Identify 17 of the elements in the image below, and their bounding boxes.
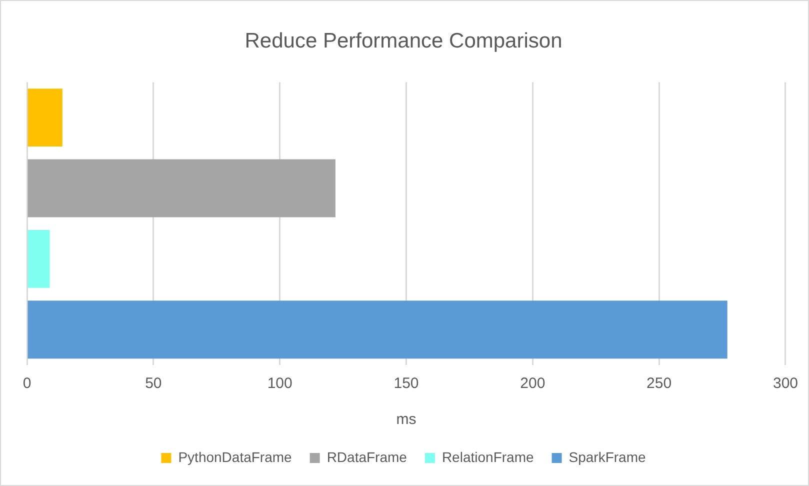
legend-label: SparkFrame — [568, 448, 646, 465]
x-tick-label: 100 — [267, 375, 292, 392]
bar — [28, 159, 336, 218]
x-tick-label: 250 — [646, 375, 672, 392]
legend-label: PythonDataFrame — [178, 448, 292, 465]
x-axis-title: ms — [396, 411, 416, 428]
x-tick-label: 300 — [772, 375, 798, 392]
bar — [28, 300, 728, 359]
legend-label: RelationFrame — [442, 448, 534, 465]
chart-title: Reduce Performance Comparison — [244, 29, 562, 52]
x-tick-label: 50 — [145, 375, 162, 392]
x-tick-label: 0 — [22, 375, 32, 392]
bar — [28, 88, 62, 147]
x-tick-label: 200 — [520, 375, 546, 392]
bar — [28, 230, 50, 288]
legend-label: RDataFrame — [326, 448, 408, 465]
x-tick-label: 150 — [394, 375, 419, 392]
